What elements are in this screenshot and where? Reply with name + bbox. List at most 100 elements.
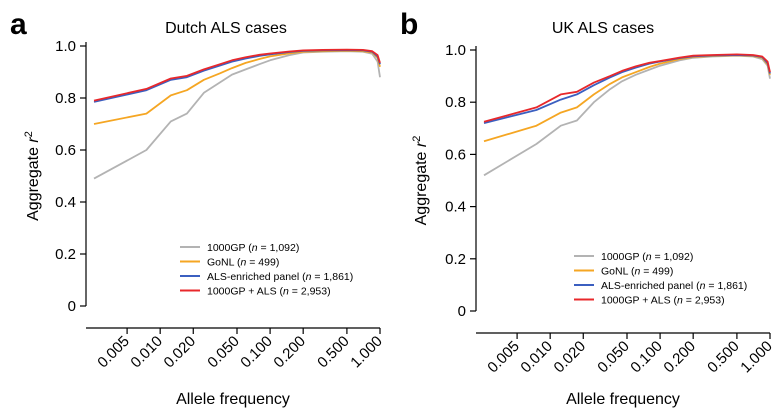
- y-axis-label-var: r: [413, 141, 430, 147]
- legend-n-open: (: [671, 295, 678, 307]
- y-tick-label: 0.2: [55, 246, 76, 263]
- panel-letter: b: [400, 8, 418, 41]
- x-tick-label: 0.100: [237, 333, 276, 372]
- legend-n-value: 499: [652, 266, 670, 278]
- legend-n-open: (: [277, 286, 284, 298]
- legend-n-open: (: [639, 251, 646, 263]
- y-tick-label: 0.8: [445, 94, 466, 111]
- legend: 1000GP (n = 1,092)GoNL (n = 499)ALS-enri…: [180, 242, 353, 298]
- x-tick-label: 0.010: [517, 338, 556, 377]
- legend-n-symbol: n: [283, 286, 289, 298]
- legend-n-open: (: [299, 271, 306, 283]
- chart-title: Dutch ALS cases: [165, 20, 287, 37]
- y-axis-label-sup: 2: [23, 131, 35, 137]
- y-tick-label: 0: [458, 303, 466, 320]
- series-line-3: [93, 49, 381, 103]
- legend-series-name: 1000GP + ALS: [601, 295, 671, 307]
- y-tick-label: 0.6: [55, 142, 76, 159]
- y-tick-label: 0.4: [55, 194, 76, 211]
- legend-n-close: ): [744, 280, 748, 292]
- legend-n-value: 1,092: [664, 251, 690, 263]
- legend-n-close: ): [296, 242, 300, 254]
- x-tick-label: 0.020: [551, 338, 590, 377]
- legend-n-close: ): [276, 257, 280, 269]
- legend-n-symbol: n: [634, 266, 640, 278]
- legend-entry: ALS-enriched panel (n = 1,861): [207, 271, 353, 283]
- x-tick-label: 0.005: [94, 333, 133, 372]
- panel-b: b UK ALS cases00.20.40.60.81.00.0050.0100…: [400, 8, 776, 408]
- legend-n-eq: =: [683, 295, 695, 307]
- legend-series-name: 1000GP + ALS: [207, 286, 277, 298]
- legend-series-name: GoNL: [601, 266, 629, 278]
- panel-letter: a: [10, 8, 27, 41]
- legend-n-symbol: n: [252, 242, 258, 254]
- y-axis-label-text: Aggregate: [413, 147, 430, 225]
- y-tick-label: 0.2: [445, 251, 466, 268]
- series-line-4: [483, 53, 771, 123]
- legend-n-eq: =: [706, 280, 718, 292]
- y-tick-label: 0.4: [445, 199, 466, 216]
- legend-n-symbol: n: [240, 257, 246, 269]
- legend-n-close: ): [690, 251, 694, 263]
- legend-n-eq: =: [246, 257, 258, 269]
- legend: 1000GP (n = 1,092)GoNL (n = 499)ALS-enri…: [574, 251, 747, 307]
- legend-entry: 1000GP + ALS (n = 2,953): [601, 295, 725, 307]
- series-line-1: [483, 54, 771, 177]
- x-tick-label: 0.500: [704, 338, 743, 377]
- y-axis-label-var: r: [25, 137, 42, 143]
- chart-title: UK ALS cases: [552, 20, 654, 37]
- x-tick-label: 1.000: [737, 338, 776, 377]
- x-tick-label: 1.000: [347, 333, 386, 372]
- legend-n-value: 1,861: [717, 280, 743, 292]
- panel-a: a Dutch ALS cases00.20.40.60.81.00.0050.0…: [10, 8, 386, 408]
- legend-series-name: GoNL: [207, 257, 235, 269]
- x-tick-label: 0.100: [627, 338, 666, 377]
- x-tick-label: 0.200: [270, 333, 309, 372]
- x-axis-label: Allele frequency: [176, 391, 290, 408]
- y-axis-label-text: Aggregate: [25, 143, 42, 221]
- y-tick-label: 1.0: [445, 42, 466, 59]
- x-tick-label: 0.020: [161, 333, 200, 372]
- series-line-2: [93, 49, 381, 125]
- legend-n-symbol: n: [306, 271, 312, 283]
- legend-entry: 1000GP + ALS (n = 2,953): [207, 286, 331, 298]
- legend-n-symbol: n: [677, 295, 683, 307]
- legend-n-close: ): [721, 295, 725, 307]
- legend-entry: GoNL (n = 499): [601, 266, 673, 278]
- legend-entry: GoNL (n = 499): [207, 257, 279, 269]
- series-line-3: [483, 54, 771, 124]
- legend-n-value: 2,953: [695, 295, 721, 307]
- legend-n-value: 1,861: [323, 271, 349, 283]
- series-line-4: [93, 48, 381, 102]
- legend-series-name: 1000GP: [601, 251, 640, 263]
- legend-n-close: ): [350, 271, 354, 283]
- legend-series-name: ALS-enriched panel: [601, 280, 693, 292]
- x-tick-label: 0.500: [314, 333, 353, 372]
- legend-series-name: 1000GP: [207, 242, 246, 254]
- legend-n-close: ): [670, 266, 674, 278]
- x-tick-label: 0.200: [660, 338, 699, 377]
- x-axis-label: Allele frequency: [566, 391, 680, 408]
- legend-entry: ALS-enriched panel (n = 1,861): [601, 280, 747, 292]
- legend-n-eq: =: [652, 251, 664, 263]
- y-tick-label: 0.6: [445, 146, 466, 163]
- legend-n-open: (: [234, 257, 241, 269]
- legend-n-eq: =: [312, 271, 324, 283]
- y-tick-label: 0.8: [55, 90, 76, 107]
- legend-entry: 1000GP (n = 1,092): [601, 251, 693, 263]
- legend-n-symbol: n: [700, 280, 706, 292]
- legend-n-eq: =: [258, 242, 270, 254]
- legend-n-value: 1,092: [270, 242, 296, 254]
- legend-n-value: 499: [258, 257, 276, 269]
- x-tick-label: 0.050: [204, 333, 243, 372]
- legend-n-symbol: n: [646, 251, 652, 263]
- legend-entry: 1000GP (n = 1,092): [207, 242, 299, 254]
- legend-n-close: ): [327, 286, 331, 298]
- legend-n-eq: =: [289, 286, 301, 298]
- legend-n-open: (: [628, 266, 635, 278]
- y-axis-label: Aggregate r2: [411, 136, 430, 226]
- x-tick-label: 0.005: [484, 338, 523, 377]
- legend-n-open: (: [693, 280, 700, 292]
- y-axis-label-sup: 2: [411, 136, 423, 142]
